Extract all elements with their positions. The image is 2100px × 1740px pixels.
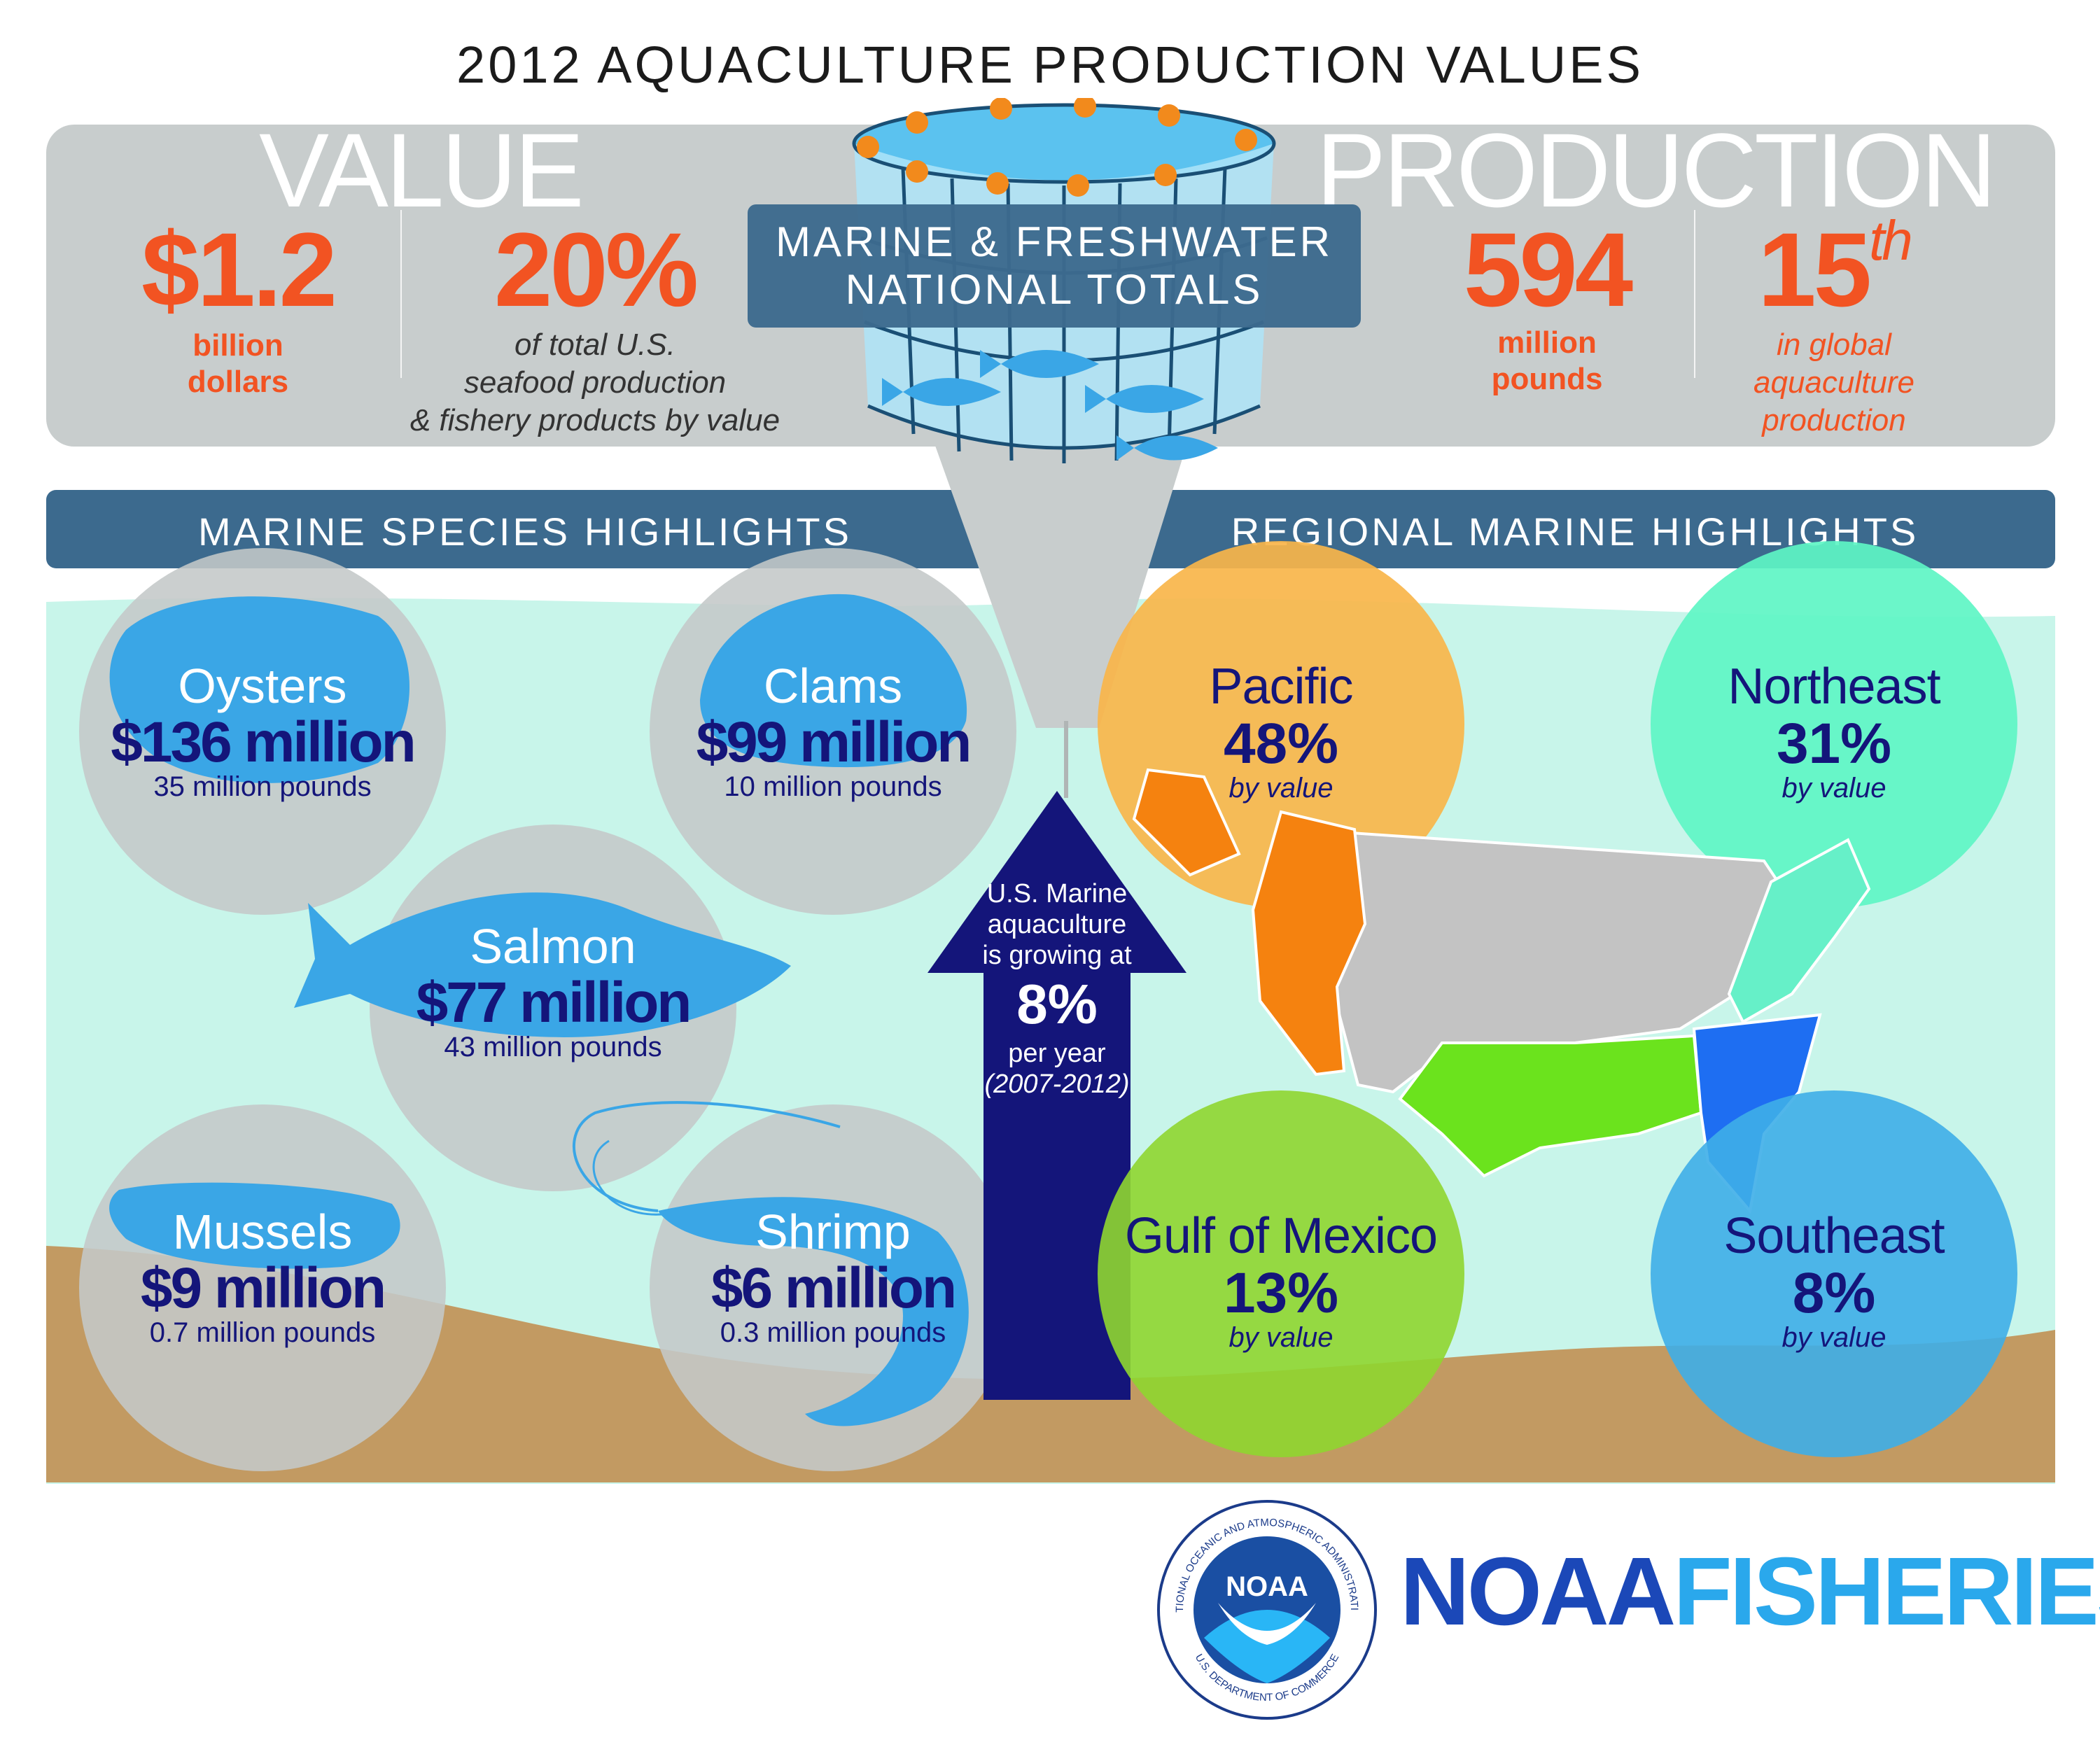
production-rank-number: 15 bbox=[1758, 211, 1872, 328]
production-rank-line2: aquaculture bbox=[1754, 365, 1914, 400]
value-share-number: 20% bbox=[493, 211, 699, 328]
value-dollars-block: $1.2 billion dollars bbox=[112, 217, 364, 400]
national-totals-label: MARINE & FRESHWATER NATIONAL TOTALS bbox=[748, 218, 1361, 314]
region-by: by value bbox=[1228, 1322, 1334, 1353]
shrimp-antenna bbox=[573, 1101, 841, 1212]
clam-icon bbox=[700, 594, 967, 768]
species-name: Mussels bbox=[172, 1205, 353, 1259]
region-pct: 31% bbox=[1776, 712, 1892, 776]
seal-center-text: NOAA bbox=[1226, 1571, 1308, 1602]
species-pounds: 43 million pounds bbox=[444, 1032, 662, 1062]
sand-area bbox=[46, 1246, 2055, 1482]
map-region-alaska bbox=[1132, 768, 1241, 877]
brand-part1: NOAA bbox=[1400, 1538, 1676, 1646]
species-value: $9 million bbox=[140, 1256, 386, 1320]
region-pct: 8% bbox=[1792, 1261, 1876, 1325]
production-pounds-unit1: million bbox=[1497, 325, 1597, 360]
species-mussels: Mussels $9 million 0.7 million pounds bbox=[79, 1204, 446, 1349]
region-name: Pacific bbox=[1209, 659, 1353, 715]
region-northeast: Northeast 31% by value bbox=[1651, 658, 2017, 804]
southeast-bubble bbox=[1651, 1090, 2017, 1457]
marine-species-header: MARINE SPECIES HIGHLIGHTS bbox=[198, 510, 852, 554]
value-share-line2: seafood production bbox=[463, 365, 727, 400]
growth-line4: per year bbox=[1008, 1039, 1106, 1068]
species-name: Shrimp bbox=[755, 1205, 911, 1259]
shrimp-icon bbox=[658, 1197, 969, 1426]
region-name: Southeast bbox=[1723, 1208, 1945, 1264]
species-name: Clams bbox=[763, 659, 903, 713]
gulf-bubble bbox=[1098, 1090, 1464, 1457]
species-pounds: 10 million pounds bbox=[724, 771, 942, 802]
page-title: 2012 AQUACULTURE PRODUCTION VALUES bbox=[456, 36, 1644, 94]
production-pounds-unit2: pounds bbox=[1491, 362, 1603, 396]
value-dollars-unit1: billion bbox=[192, 328, 284, 363]
region-name: Gulf of Mexico bbox=[1124, 1208, 1438, 1264]
value-share-block: 20% of total U.S. seafood production & f… bbox=[378, 217, 812, 440]
growth-line3: is growing at bbox=[982, 941, 1132, 970]
noaa-seal-logo: NOAA NATIONAL OCEANIC AND ATMOSPHERIC AD… bbox=[1155, 1498, 1377, 1720]
production-heading: PRODUCTION bbox=[1316, 111, 1996, 229]
region-gulf-of-mexico: Gulf of Mexico 13% by value bbox=[1098, 1207, 1464, 1354]
species-pounds: 35 million pounds bbox=[153, 771, 372, 802]
species-pounds: 0.7 million pounds bbox=[149, 1317, 376, 1348]
value-dollars-number: $1.2 bbox=[141, 211, 337, 328]
species-value: $99 million bbox=[696, 710, 972, 774]
production-pounds-number: 594 bbox=[1463, 211, 1633, 328]
region-pct: 48% bbox=[1223, 712, 1339, 776]
species-value: $77 million bbox=[416, 971, 692, 1034]
growth-line1: U.S. Marine bbox=[986, 879, 1128, 908]
value-divider bbox=[400, 210, 402, 378]
map-region-pacific bbox=[1251, 810, 1367, 1076]
national-totals-box bbox=[748, 204, 1361, 328]
species-name: Oysters bbox=[178, 659, 347, 713]
value-share-line3: & fishery products by value bbox=[410, 403, 780, 437]
region-by: by value bbox=[1782, 773, 1886, 804]
production-rank-line1: in global bbox=[1777, 328, 1891, 362]
species-value: $6 million bbox=[710, 1256, 957, 1320]
production-rank-line3: production bbox=[1762, 403, 1906, 437]
growth-period: (2007-2012) bbox=[984, 1069, 1130, 1099]
region-southeast: Southeast 8% by value bbox=[1651, 1207, 2017, 1354]
noaa-fisheries-wordmark: NOAAFISHERIES bbox=[1400, 1536, 2100, 1648]
species-salmon: Salmon $77 million 43 million pounds bbox=[370, 918, 736, 1063]
production-divider bbox=[1694, 210, 1695, 378]
salmon-icon bbox=[294, 892, 791, 1037]
species-name: Salmon bbox=[470, 919, 636, 974]
production-rank-suffix: th bbox=[1869, 209, 1913, 272]
oyster-icon bbox=[109, 596, 410, 783]
species-oysters: Oysters $136 million 35 million pounds bbox=[79, 658, 446, 803]
species-value: $136 million bbox=[111, 710, 416, 774]
growth-rate: 8% bbox=[1016, 973, 1098, 1035]
region-pacific: Pacific 48% by value bbox=[1098, 658, 1464, 804]
region-by: by value bbox=[1782, 1322, 1886, 1353]
map-region-gulf bbox=[1398, 1034, 1703, 1178]
species-clams: Clams $99 million 10 million pounds bbox=[650, 658, 1016, 803]
mussel-icon bbox=[109, 1182, 400, 1269]
national-totals-line1: MARINE & FRESHWATER bbox=[775, 218, 1334, 265]
us-map-icon bbox=[1132, 768, 1871, 1214]
species-shrimp: Shrimp $6 million 0.3 million pounds bbox=[650, 1204, 1016, 1349]
value-dollars-unit2: dollars bbox=[187, 365, 289, 399]
growth-line2: aquaculture bbox=[987, 910, 1127, 939]
species-pounds: 0.3 million pounds bbox=[720, 1317, 946, 1348]
region-name: Northeast bbox=[1728, 659, 1940, 715]
region-pct: 13% bbox=[1223, 1261, 1339, 1325]
value-share-line1: of total U.S. bbox=[514, 328, 676, 362]
national-totals-line2: NATIONAL TOTALS bbox=[845, 266, 1264, 313]
production-pounds-block: 594 million pounds bbox=[1428, 217, 1666, 398]
production-rank-block: 15th in global aquaculture production bbox=[1708, 213, 1960, 440]
growth-text: U.S. Marine aquaculture is growing at 8%… bbox=[980, 878, 1134, 1100]
northeast-bubble bbox=[1651, 541, 2017, 908]
value-heading: VALUE bbox=[259, 111, 584, 229]
map-region-northeast bbox=[1727, 838, 1871, 1024]
region-by: by value bbox=[1228, 773, 1334, 804]
funnel-shape bbox=[931, 434, 1190, 728]
brand-part2: FISHERIES bbox=[1673, 1538, 2100, 1646]
